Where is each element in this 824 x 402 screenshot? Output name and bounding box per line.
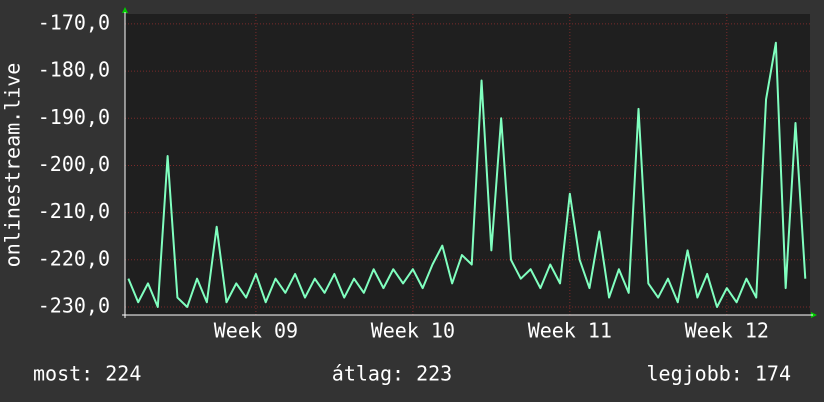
y-tick-label: -220,0 [38, 246, 110, 270]
x-axis-arrow [811, 312, 817, 318]
x-tick-label: Week 09 [214, 319, 298, 343]
x-tick-label: Week 11 [528, 319, 612, 343]
x-tick-label: Week 10 [371, 319, 455, 343]
y-axis-label: onlinestream.live [1, 63, 25, 268]
y-tick-label: -180,0 [38, 58, 110, 82]
y-tick-label: -170,0 [38, 10, 110, 34]
y-tick-label: -210,0 [38, 199, 110, 223]
plot-area [125, 14, 810, 315]
footer-max: legjobb: 174 [647, 362, 792, 386]
y-tick-label: -200,0 [38, 152, 110, 176]
y-tick-label: -190,0 [38, 105, 110, 129]
y-tick-label: -230,0 [38, 293, 110, 317]
x-tick-label: Week 12 [685, 319, 769, 343]
data-line [127, 41, 807, 308]
y-axis-arrow [122, 7, 128, 13]
footer-current: most: 224 [33, 362, 141, 386]
footer-average: átlag: 223 [332, 362, 452, 386]
